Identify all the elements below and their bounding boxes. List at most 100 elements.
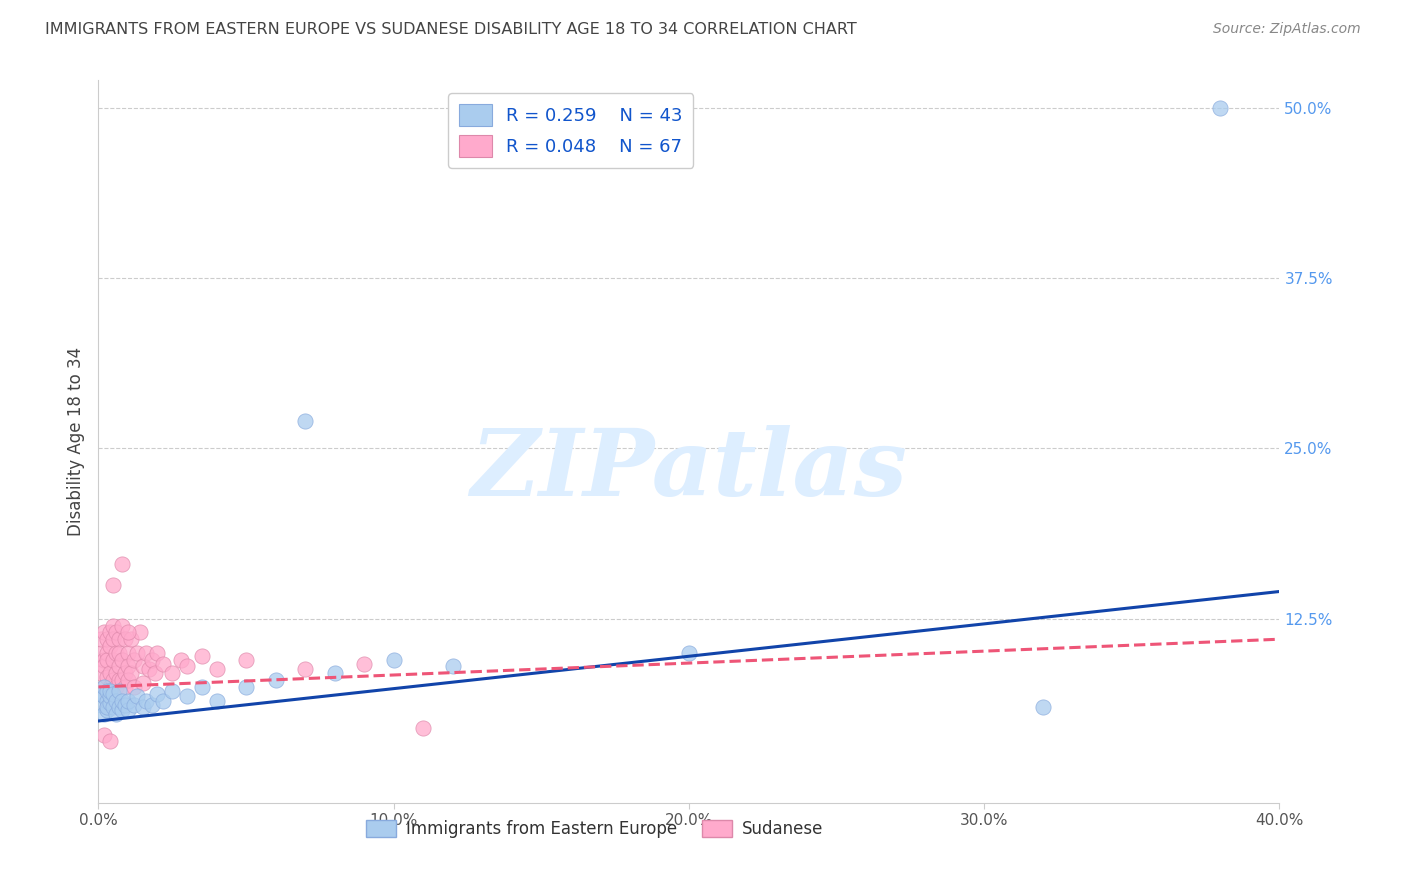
- Point: [1032, 700, 1054, 714]
- Legend: Immigrants from Eastern Europe, Sudanese: Immigrants from Eastern Europe, Sudanese: [359, 814, 830, 845]
- Point: [176, 690, 198, 704]
- Point: [191, 680, 214, 694]
- Point: [105, 625, 128, 640]
- Point: [125, 646, 148, 660]
- Point: [132, 700, 155, 714]
- Point: [108, 632, 131, 647]
- Point: [111, 653, 134, 667]
- Point: [98, 696, 121, 710]
- Point: [90, 646, 112, 660]
- Point: [93, 680, 115, 694]
- Y-axis label: Disability Age 18 to 34: Disability Age 18 to 34: [66, 347, 84, 536]
- Point: [152, 693, 174, 707]
- Point: [114, 632, 136, 647]
- Point: [146, 687, 169, 701]
- Point: [111, 693, 134, 707]
- Point: [323, 666, 346, 681]
- Point: [103, 632, 125, 647]
- Text: IMMIGRANTS FROM EASTERN EUROPE VS SUDANESE DISABILITY AGE 18 TO 34 CORRELATION C: IMMIGRANTS FROM EASTERN EUROPE VS SUDANE…: [45, 22, 856, 37]
- Point: [120, 632, 142, 647]
- Point: [96, 632, 118, 647]
- Point: [122, 698, 145, 712]
- Point: [152, 657, 174, 671]
- Point: [93, 659, 115, 673]
- Point: [264, 673, 287, 687]
- Text: ZIPatlas: ZIPatlas: [471, 425, 907, 516]
- Point: [191, 648, 214, 663]
- Point: [135, 646, 157, 660]
- Point: [108, 700, 131, 714]
- Point: [96, 700, 118, 714]
- Point: [117, 693, 139, 707]
- Point: [105, 646, 128, 660]
- Point: [353, 657, 375, 671]
- Point: [93, 728, 115, 742]
- Point: [114, 698, 136, 712]
- Point: [96, 646, 118, 660]
- Point: [138, 662, 160, 676]
- Point: [98, 690, 121, 704]
- Point: [90, 687, 112, 701]
- Point: [96, 687, 118, 701]
- Point: [108, 659, 131, 673]
- Point: [412, 721, 434, 735]
- Point: [108, 673, 131, 687]
- Point: [132, 676, 155, 690]
- Point: [103, 653, 125, 667]
- Point: [294, 662, 316, 676]
- Point: [105, 680, 128, 694]
- Point: [117, 625, 139, 640]
- Point: [678, 646, 700, 660]
- Point: [90, 666, 112, 681]
- Point: [103, 618, 125, 632]
- Point: [105, 666, 128, 681]
- Point: [98, 684, 121, 698]
- Point: [122, 680, 145, 694]
- Point: [162, 684, 183, 698]
- Point: [96, 684, 118, 698]
- Point: [96, 670, 118, 684]
- Point: [90, 632, 112, 647]
- Point: [1209, 101, 1232, 115]
- Point: [103, 700, 125, 714]
- Point: [93, 690, 115, 704]
- Text: Source: ZipAtlas.com: Source: ZipAtlas.com: [1213, 22, 1361, 37]
- Point: [132, 659, 155, 673]
- Point: [98, 666, 121, 681]
- Point: [103, 577, 125, 591]
- Point: [105, 693, 128, 707]
- Point: [176, 659, 198, 673]
- Point: [141, 698, 163, 712]
- Point: [114, 680, 136, 694]
- Point: [114, 666, 136, 681]
- Point: [143, 666, 166, 681]
- Point: [103, 673, 125, 687]
- Point: [105, 707, 128, 722]
- Point: [146, 646, 169, 660]
- Point: [205, 662, 228, 676]
- Point: [111, 673, 134, 687]
- Point: [117, 646, 139, 660]
- Point: [111, 558, 134, 572]
- Point: [108, 646, 131, 660]
- Point: [96, 653, 118, 667]
- Point: [128, 625, 150, 640]
- Point: [111, 703, 134, 717]
- Point: [98, 639, 121, 653]
- Point: [93, 653, 115, 667]
- Point: [96, 693, 118, 707]
- Point: [90, 698, 112, 712]
- Point: [96, 703, 118, 717]
- Point: [294, 414, 316, 428]
- Point: [98, 625, 121, 640]
- Point: [98, 734, 121, 748]
- Point: [125, 690, 148, 704]
- Point: [135, 693, 157, 707]
- Point: [120, 666, 142, 681]
- Point: [103, 687, 125, 701]
- Point: [141, 653, 163, 667]
- Point: [170, 653, 193, 667]
- Point: [117, 659, 139, 673]
- Point: [98, 680, 121, 694]
- Point: [96, 700, 118, 714]
